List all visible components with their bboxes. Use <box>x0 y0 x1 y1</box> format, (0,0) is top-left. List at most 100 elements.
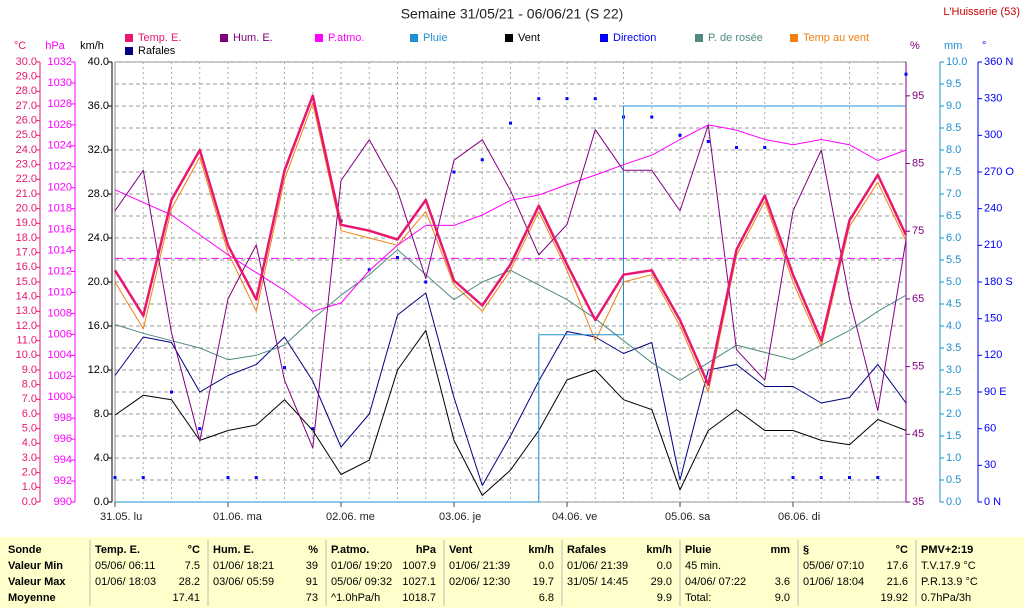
y-tick-label: 26.0 <box>16 115 37 127</box>
legend-label: Rafales <box>138 45 176 57</box>
y-tick-label: 240 <box>984 203 1002 215</box>
y-tick-label: 22.0 <box>16 173 37 185</box>
y-tick-label: 30 <box>984 459 996 471</box>
y-tick-label: 6.0 <box>22 408 37 420</box>
y-tick-label: 1004 <box>48 349 72 361</box>
legend-label: Pluie <box>423 32 447 44</box>
y-tick-label: 13.0 <box>16 305 37 317</box>
stats-value: 91 <box>306 576 318 588</box>
legend-label: Temp au vent <box>803 32 869 44</box>
y-tick-label: 0.0 <box>94 496 109 508</box>
stats-value: 0.0 <box>657 560 672 572</box>
y-tick-label: 330 <box>984 93 1002 105</box>
y-tick-label: 0.0 <box>946 496 961 508</box>
stats-value: 1027.1 <box>402 576 436 588</box>
stats-value: 17.41 <box>172 592 200 604</box>
direction-dot <box>565 97 569 101</box>
axis-unit: km/h <box>80 40 104 52</box>
y-tick-label: 8.5 <box>946 122 961 134</box>
x-tick-label: 31.05. lu <box>100 511 142 523</box>
direction-dot <box>509 121 512 125</box>
stats-unit: °C <box>896 544 908 556</box>
y-tick-label: 1024 <box>48 140 72 152</box>
direction-dot <box>367 268 371 272</box>
legend-swatch <box>695 34 703 42</box>
y-tick-label: 36.0 <box>88 100 109 112</box>
y-tick-label: 7.5 <box>946 166 961 178</box>
stats-date: 05/06/ 09:32 <box>331 576 392 588</box>
direction-dot <box>706 139 710 143</box>
series-line <box>113 94 908 386</box>
y-tick-label: 1.5 <box>946 430 961 442</box>
y-tick-label: 9.5 <box>946 78 961 90</box>
y-tick-label: 60 <box>984 423 996 435</box>
y-tick-label: 8.0 <box>94 408 109 420</box>
y-tick-label: 65 <box>912 293 924 305</box>
y-tick-label: 16.0 <box>16 261 37 273</box>
legend-label: Hum. E. <box>233 32 273 44</box>
y-tick-label: 120 <box>984 349 1002 361</box>
y-tick-label: 1010 <box>48 286 72 298</box>
stats-unit: hPa <box>416 544 437 556</box>
y-tick-label: 0.5 <box>946 474 961 486</box>
stats-unit: °C <box>188 544 200 556</box>
y-tick-label: 1032 <box>48 56 72 68</box>
y-tick-label: 16.0 <box>88 320 109 332</box>
y-tick-label: 19.0 <box>16 217 37 229</box>
stats-value: 9.9 <box>657 592 672 604</box>
y-tick-label: 8.0 <box>22 379 37 391</box>
y-tick-label: 1030 <box>48 77 72 89</box>
stats-date: P.R.13.9 °C <box>921 576 978 588</box>
y-tick-label: 18.0 <box>16 232 37 244</box>
legend-swatch <box>410 34 418 42</box>
direction-dot <box>254 476 258 480</box>
y-tick-label: 2.0 <box>22 467 37 479</box>
y-tick-label: 6.0 <box>946 232 961 244</box>
stats-label: Moyenne <box>8 592 56 604</box>
axis-unit: % <box>910 40 920 52</box>
y-tick-label: 35 <box>912 496 924 508</box>
direction-dot <box>819 476 823 480</box>
series-line <box>114 124 907 312</box>
legend-label: P. de rosée <box>708 32 763 44</box>
y-tick-label: 3.0 <box>22 452 37 464</box>
direction-dot <box>904 72 908 76</box>
y-tick-label: 1002 <box>48 370 72 382</box>
stats-value: 9.0 <box>775 592 790 604</box>
stats-title: Vent <box>449 544 473 556</box>
y-tick-label: 20.0 <box>16 203 37 215</box>
y-tick-label: 990 <box>54 496 72 508</box>
stats-label: Valeur Min <box>8 560 63 572</box>
legend-swatch <box>315 34 323 42</box>
y-tick-label: 7.0 <box>946 188 961 200</box>
y-tick-label: 28.0 <box>16 85 37 97</box>
y-tick-label: 9.0 <box>946 100 961 112</box>
series-step <box>115 105 906 503</box>
y-tick-label: 20.0 <box>88 276 109 288</box>
stats-date: 03/06/ 05:59 <box>213 576 274 588</box>
stats-value: 29.0 <box>651 576 672 588</box>
direction-dot <box>452 170 456 174</box>
stats-title: Pluie <box>685 544 711 556</box>
stats-unit: % <box>308 544 318 556</box>
direction-dot <box>198 427 202 431</box>
y-tick-label: 300 <box>984 129 1002 141</box>
stats-value: 19.92 <box>880 592 908 604</box>
axis-unit: hPa <box>45 40 65 52</box>
legend-label: Vent <box>518 32 540 44</box>
legend-label: Temp. E. <box>138 32 181 44</box>
y-tick-label: 40.0 <box>88 56 109 68</box>
y-tick-label: 24.0 <box>16 144 37 156</box>
y-tick-label: 21.0 <box>16 188 37 200</box>
series-line <box>114 249 907 381</box>
y-tick-label: 270 O <box>984 166 1014 178</box>
direction-dot <box>283 366 286 370</box>
stats-date: 01/06/ 19:20 <box>331 560 392 572</box>
direction-dot <box>311 427 315 431</box>
y-tick-label: 5.5 <box>946 254 961 266</box>
direction-dot <box>735 146 738 150</box>
stats-date: 05/06/ 07:10 <box>803 560 864 572</box>
y-tick-label: 29.0 <box>16 71 37 83</box>
stats-unit: km/h <box>646 544 672 556</box>
